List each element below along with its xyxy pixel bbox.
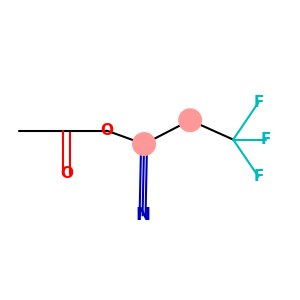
Text: F: F <box>253 169 264 184</box>
Text: F: F <box>261 132 271 147</box>
Text: F: F <box>253 95 264 110</box>
Text: N: N <box>135 206 150 224</box>
Circle shape <box>133 133 155 155</box>
Circle shape <box>179 109 201 132</box>
Text: O: O <box>60 166 73 181</box>
Text: O: O <box>100 123 113 138</box>
